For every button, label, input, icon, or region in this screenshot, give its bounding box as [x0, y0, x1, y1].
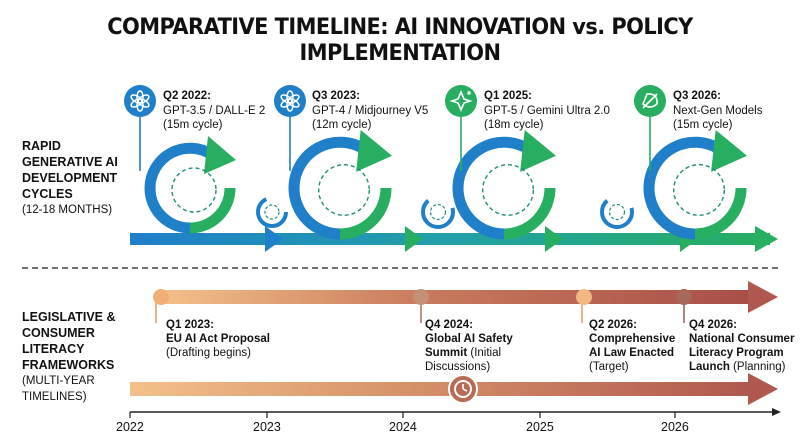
mini-cycle-3: [600, 195, 634, 229]
sparkle-icon: [449, 89, 473, 113]
policy-line: AI Law Enacted: [589, 347, 674, 359]
policy-markers: [153, 289, 692, 323]
cycle-loop-2: [288, 130, 392, 240]
label-line: DEVELOPMENT: [22, 171, 118, 185]
cycle-loop-4: [643, 130, 747, 240]
label-line: FRAMEWORKS: [22, 358, 115, 372]
page-title: COMPARATIVE TIMELINE: AI INNOVATION vs. …: [107, 14, 693, 66]
policy-line: Comprehensive: [589, 333, 676, 345]
policy-arrow-top: [160, 281, 778, 313]
ai-milestone-3: Q1 2025: GPT-5 / Gemini Ultra 2.0 (18m c…: [484, 89, 610, 133]
mini-cycle-2: [421, 195, 455, 229]
policy-line: Literacy Program: [689, 347, 784, 359]
policy-line: Launch: [689, 361, 730, 373]
openai-icon: [280, 90, 300, 112]
milestone-bubble-4: [634, 85, 666, 171]
label-sub: TIMELINES): [22, 391, 87, 403]
year-label: 2026: [661, 420, 689, 434]
ai-milestone-1: Q2 2022: GPT-3.5 / DALL-E 2 (15m cycle): [163, 89, 265, 133]
label-line: CYCLES: [22, 187, 73, 201]
policy-line: (Drafting begins): [166, 347, 252, 359]
policy-line: Q4 2026:: [689, 319, 737, 331]
cycle-loops: [144, 130, 747, 240]
policy-milestone-1: Q1 2023: EU AI Act Proposal (Drafting be…: [166, 318, 270, 360]
policy-arrow-bottom: [130, 373, 778, 405]
policy-line: EU AI Act Proposal: [166, 333, 270, 345]
milestone-cycle: (18m cycle): [484, 119, 544, 131]
label-line: LEGISLATIVE &: [22, 310, 116, 324]
policy-milestone-3: Q2 2026: Comprehensive AI Law Enacted (T…: [589, 318, 675, 374]
policy-line: Global AI Safety: [425, 333, 513, 345]
cycle-loop-1: [144, 136, 236, 234]
policy-milestone-2: Q4 2024: Global AI Safety Summit (Initia…: [425, 318, 513, 374]
label-line: RAPID: [22, 139, 61, 153]
policy-line: (Target): [589, 361, 629, 373]
year-label: 2022: [116, 420, 144, 434]
label-line: LITERACY: [22, 342, 85, 356]
ai-milestone-4: Q3 2026: Next-Gen Models (15m cycle): [673, 89, 762, 133]
cycle-loop-3: [452, 130, 556, 240]
milestone-models: GPT-4 / Midjourney V5: [312, 104, 429, 117]
openai-icon: [130, 90, 150, 112]
label-sub: (12-18 MONTHS): [22, 204, 113, 216]
rocket-icon: [642, 93, 658, 109]
policy-line: Discussions): [425, 361, 491, 373]
policy-line: National Consumer: [689, 333, 795, 345]
ai-milestone-2: Q3 2023: GPT-4 / Midjourney V5 (12m cycl…: [312, 89, 428, 133]
milestone-cycle: (15m cycle): [163, 119, 223, 131]
policy-line: (Initial: [470, 347, 502, 359]
milestone-bubble-2: [274, 85, 306, 171]
mini-cycle-1: [256, 196, 288, 228]
milestone-period: Q2 2022:: [163, 90, 211, 102]
policy-milestone-4: Q4 2026: National Consumer Literacy Prog…: [689, 318, 794, 374]
policy-row-label: LEGISLATIVE & CONSUMER LITERACY FRAMEWOR…: [22, 309, 116, 405]
year-label: 2024: [389, 420, 417, 434]
label-sub: (MULTI-YEAR: [22, 375, 95, 387]
milestone-period: Q1 2025:: [484, 90, 532, 102]
year-label: 2023: [253, 420, 281, 434]
milestone-bubble-1: [124, 85, 156, 171]
year-label: 2025: [526, 420, 554, 434]
year-axis: [129, 408, 781, 418]
policy-line: Q1 2023:: [166, 319, 214, 331]
clock-icon: [454, 380, 472, 398]
milestone-models: Next-Gen Models: [673, 104, 763, 117]
innovation-row-label: RAPID GENERATIVE AI DEVELOPMENT CYCLES (…: [22, 138, 118, 218]
milestone-cycle: (15m cycle): [673, 119, 733, 131]
milestone-cycle: (12m cycle): [312, 119, 372, 131]
milestone-period: Q3 2023:: [312, 90, 360, 102]
label-line: CONSUMER: [22, 326, 95, 340]
policy-line: Q4 2024:: [425, 319, 473, 331]
policy-line: Q2 2026:: [589, 319, 637, 331]
milestone-bubble-3: [445, 85, 477, 171]
policy-line: (Planning): [733, 361, 786, 373]
innovation-flow-arrow: [130, 226, 778, 252]
policy-line: Summit: [425, 347, 468, 359]
milestone-models: GPT-5 / Gemini Ultra 2.0: [484, 104, 610, 117]
milestone-models: GPT-3.5 / DALL-E 2: [163, 104, 266, 117]
milestone-icons: [124, 85, 666, 171]
milestone-period: Q3 2026:: [673, 90, 721, 102]
label-line: GENERATIVE AI: [22, 155, 118, 169]
